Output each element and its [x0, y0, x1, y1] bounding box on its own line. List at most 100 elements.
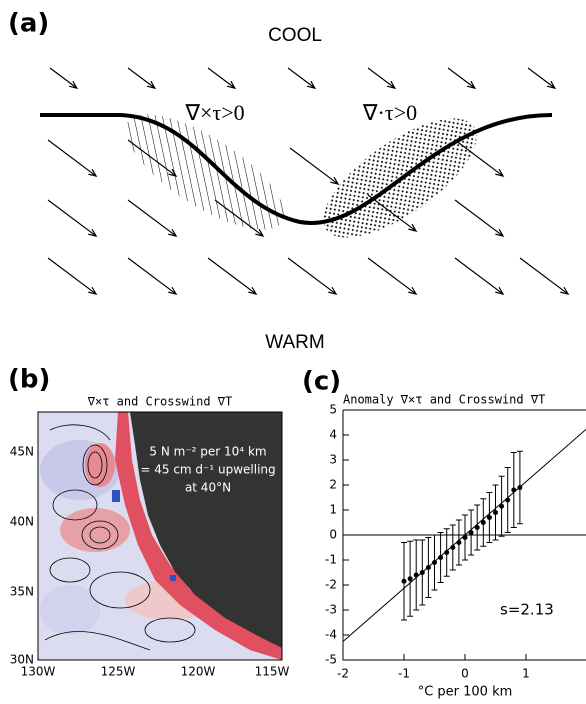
arrow	[207, 67, 237, 90]
x-axis-label: °C per 100 km	[418, 685, 513, 700]
point	[432, 560, 437, 565]
lat-label: 45N	[10, 445, 34, 459]
arrow	[287, 67, 317, 90]
contour	[52, 489, 98, 521]
point	[468, 530, 474, 535]
arrow	[527, 67, 557, 90]
anomaly	[170, 575, 176, 581]
lon-label: 125W	[101, 665, 136, 679]
div-label: ∇·τ>0	[362, 100, 417, 125]
arrow	[214, 199, 265, 237]
point	[407, 576, 413, 582]
panel-label: (a)	[8, 9, 49, 39]
arrow	[207, 257, 258, 295]
arrow	[519, 257, 570, 295]
x-tick-label: 0	[461, 667, 469, 681]
y-tick-label: -2	[325, 578, 337, 592]
point	[425, 565, 431, 570]
land	[130, 412, 282, 648]
arrow	[287, 257, 338, 295]
contour	[82, 444, 108, 486]
contour	[89, 571, 151, 609]
arrow	[367, 67, 397, 90]
map-frame	[37, 411, 283, 661]
lat-label: 35N	[10, 585, 34, 599]
anomaly	[85, 443, 115, 487]
arrow	[447, 67, 477, 90]
coastal-anomaly	[115, 412, 282, 660]
arrow	[127, 67, 157, 90]
arrow	[47, 139, 98, 177]
point	[499, 503, 505, 509]
point	[511, 487, 517, 493]
point	[413, 572, 419, 578]
y-tick-label: 4	[329, 428, 337, 442]
contour	[81, 520, 119, 550]
plot-area	[343, 410, 586, 660]
contour	[89, 526, 111, 544]
arrow	[454, 199, 505, 237]
contour	[87, 451, 103, 479]
x-tick-label: -1	[398, 667, 410, 681]
panel-label: (c)	[302, 367, 341, 397]
point	[456, 540, 462, 545]
anomaly	[60, 508, 130, 552]
map-note: at 40°N	[185, 481, 231, 495]
arrow	[49, 67, 79, 90]
arrow	[127, 199, 178, 237]
chart-title: Anomaly ∇×τ and Crosswind ∇T	[343, 393, 545, 407]
point	[401, 578, 407, 584]
cool-label: COOL	[268, 25, 322, 46]
wind-arrows	[47, 67, 570, 295]
arrow	[47, 257, 98, 295]
lon-label: 130W	[21, 665, 56, 679]
point	[474, 525, 480, 530]
y-tick-label: -4	[325, 628, 337, 642]
lon-label: 120W	[181, 665, 216, 679]
lat-label: 40N	[10, 515, 34, 529]
arrow	[367, 194, 418, 232]
point	[419, 570, 425, 575]
map: 5 N m⁻² per 10⁴ km = 45 cm d⁻¹ upwelling…	[38, 412, 282, 660]
arrow	[47, 199, 98, 237]
lat-label: 30N	[10, 653, 34, 667]
point	[505, 497, 511, 503]
map-title: ∇×τ and Crosswind ∇T	[87, 395, 233, 409]
y-tick-label: -5	[325, 653, 337, 667]
y-tick-label: -3	[325, 603, 337, 617]
point	[517, 485, 523, 490]
sst-front	[40, 113, 553, 225]
curl-label: ∇×τ>0	[184, 100, 244, 125]
arrow	[127, 139, 178, 177]
contour	[49, 557, 91, 583]
point	[462, 535, 468, 540]
arrow	[289, 147, 340, 185]
arrow	[367, 257, 418, 295]
lon-label: 115W	[255, 665, 290, 679]
point	[444, 550, 450, 555]
panel-label: (b)	[8, 365, 50, 395]
anomaly	[40, 585, 100, 635]
map-note: = 45 cm d⁻¹ upwelling	[140, 463, 275, 477]
y-tick-label: 5	[329, 403, 337, 417]
arrow	[454, 257, 505, 295]
point	[480, 520, 486, 525]
x-tick-label: -2	[337, 667, 349, 681]
point	[450, 545, 456, 550]
anomaly	[112, 490, 120, 502]
annotation: s=2.13	[500, 601, 554, 619]
y-tick-label: -1	[325, 553, 337, 567]
arrow	[127, 257, 178, 295]
point	[438, 555, 444, 560]
warm-label: WARM	[265, 332, 324, 353]
point	[493, 510, 498, 515]
y-tick-label: 0	[329, 528, 337, 542]
arrow	[454, 139, 505, 177]
contour	[44, 631, 151, 651]
point	[486, 515, 492, 520]
y-tick-label: 3	[329, 453, 337, 467]
y-tick-label: 2	[329, 478, 337, 492]
contour	[144, 617, 196, 643]
